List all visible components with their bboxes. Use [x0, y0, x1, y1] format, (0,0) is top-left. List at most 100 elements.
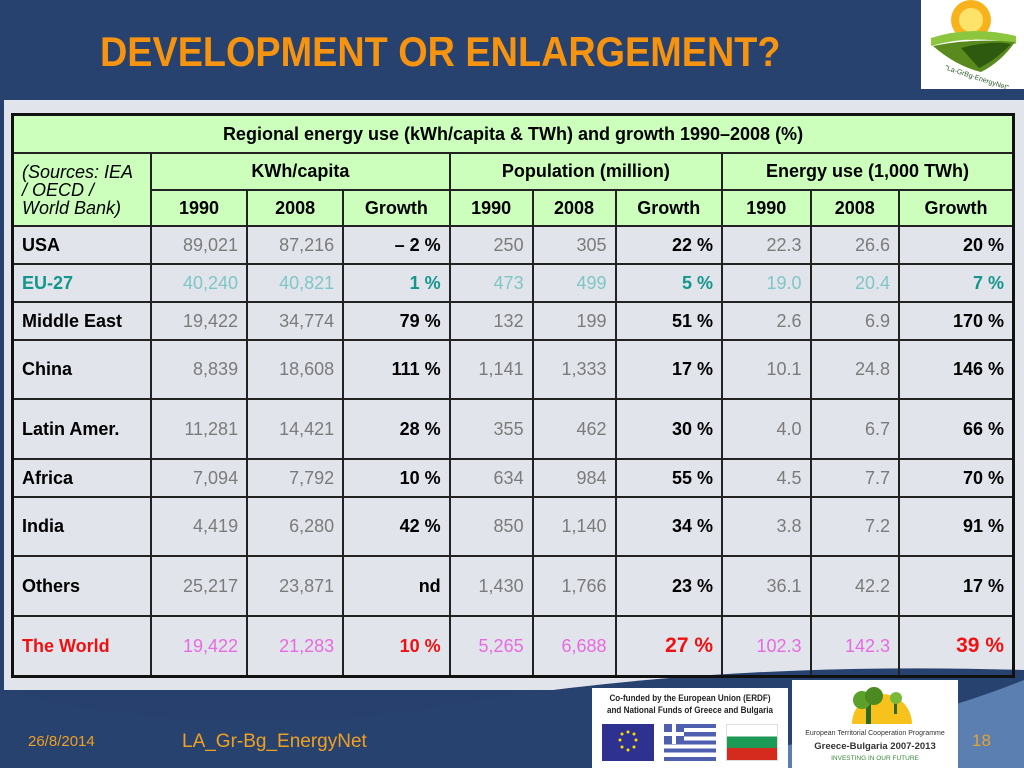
growth-cell: 1 % — [342, 263, 451, 303]
growth-cell: 66 % — [898, 398, 1015, 460]
value-cell: 4.5 — [721, 458, 812, 498]
value-cell: 250 — [448, 225, 534, 265]
value-cell: 26.6 — [809, 225, 901, 265]
energy-table: Regional energy use (kWh/capita & TWh) a… — [11, 113, 1015, 678]
value-cell: 10.1 — [721, 339, 812, 400]
growth-cell: – 2 % — [342, 225, 451, 265]
value-cell: 355 — [448, 398, 534, 460]
table-row: Middle East 19,422 34,774 79 % 132 199 51 % 2.6… — [11, 301, 1015, 341]
growth-cell: 34 % — [614, 496, 724, 557]
energynet-logo: "La-GrBg-EnergyNet" — [921, 0, 1024, 89]
table-caption: Regional energy use (kWh/capita & TWh) a… — [11, 113, 1015, 154]
value-cell: 19.0 — [721, 263, 812, 303]
growth-cell: 79 % — [342, 301, 451, 341]
value-cell: 5,265 — [448, 615, 534, 678]
growth-cell: 23 % — [614, 555, 724, 617]
col-header: Growth — [614, 189, 724, 227]
value-cell: 7,094 — [149, 458, 249, 498]
value-cell: 462 — [531, 398, 617, 460]
value-cell: 634 — [448, 458, 534, 498]
growth-cell: 70 % — [898, 458, 1015, 498]
region-name: China — [11, 339, 152, 400]
value-cell: 6,688 — [531, 615, 617, 678]
greece-bulgaria-programme-logo: European Territorial Cooperation Program… — [792, 680, 958, 768]
growth-cell: 7 % — [898, 263, 1015, 303]
value-cell: 25,217 — [149, 555, 249, 617]
funding-line-1: Co-funded by the European Union (ERDF) — [609, 693, 771, 703]
energynet-logo-icon: "La-GrBg-EnergyNet" — [931, 0, 1016, 89]
col-header: Growth — [898, 189, 1015, 227]
value-cell: 19,422 — [149, 301, 249, 341]
table-row: Others 25,217 23,871 nd 1,430 1,766 23 % 36.1 42… — [11, 555, 1015, 617]
growth-cell: 42 % — [342, 496, 451, 557]
table-row: India 4,419 6,280 42 % 850 1,140 34 % 3.8 7.2 91 … — [11, 496, 1015, 557]
group-header-kwh: KWh/capita — [150, 152, 451, 191]
col-header: 2008 — [531, 189, 617, 227]
growth-cell: 20 % — [898, 225, 1015, 265]
value-cell: 24.8 — [809, 339, 901, 400]
value-cell: 1,140 — [531, 496, 617, 557]
funding-line-2: and National Funds of Greece and Bulgari… — [606, 705, 774, 715]
col-header: 1990 — [448, 189, 534, 227]
bulgaria-flag-icon — [726, 724, 778, 761]
growth-cell: 30 % — [614, 398, 724, 460]
title-band — [0, 0, 1024, 100]
value-cell: 1,141 — [448, 339, 534, 400]
growth-cell: 146 % — [898, 339, 1015, 400]
growth-cell: 111 % — [342, 339, 451, 400]
value-cell: 984 — [531, 458, 617, 498]
growth-cell: 51 % — [614, 301, 724, 341]
value-cell: 22.3 — [721, 225, 812, 265]
value-cell: 19,422 — [149, 615, 249, 678]
eu-flag-icon — [602, 724, 654, 761]
value-cell: 21,283 — [246, 615, 345, 678]
growth-cell: 55 % — [614, 458, 724, 498]
value-cell: 4.0 — [721, 398, 812, 460]
footer-project-name: LA_Gr-Bg_EnergyNet — [182, 731, 367, 752]
growth-cell: 39 % — [898, 615, 1015, 678]
value-cell: 8,839 — [149, 339, 249, 400]
growth-cell: 10 % — [342, 615, 451, 678]
table-row: EU-27 40,240 40,821 1 % 473 499 5 % 19.0 20.4 7 % — [11, 263, 1015, 303]
table-row: USA 89,021 87,216– 2 % 250 305 22 % 22.3 26.6 20… — [11, 225, 1015, 265]
table-row: China 8,839 18,608 111 % 1,141 1,333 17 % 10.1 2… — [11, 339, 1015, 400]
eu-funding-logo: Co-funded by the European Union (ERDF) a… — [592, 688, 788, 768]
group-header-population: Population (million) — [448, 152, 724, 191]
value-cell: 7,792 — [246, 458, 345, 498]
region-name: The World — [11, 615, 152, 678]
tree-sun-icon — [852, 687, 912, 724]
value-cell: 6.9 — [809, 301, 901, 341]
value-cell: 142.3 — [809, 615, 901, 678]
growth-cell: 22 % — [614, 225, 724, 265]
value-cell: 473 — [448, 263, 534, 303]
value-cell: 7.7 — [809, 458, 901, 498]
table-row: Latin Amer. 11,281 14,421 28 % 355 462 30 % 4.0… — [11, 398, 1015, 460]
value-cell: 2.6 — [721, 301, 812, 341]
value-cell: 3.8 — [721, 496, 812, 557]
group-header-energy: Energy use (1,000 TWh) — [721, 152, 1015, 191]
value-cell: 18,608 — [246, 339, 345, 400]
growth-cell: 5 % — [614, 263, 724, 303]
growth-cell: 17 % — [898, 555, 1015, 617]
value-cell: 850 — [448, 496, 534, 557]
region-name: EU-27 — [11, 263, 152, 303]
table-row: Africa 7,094 7,792 10 % 634 984 55 % 4.5 7.7 70 % — [11, 458, 1015, 498]
value-cell: 199 — [531, 301, 617, 341]
value-cell: 1,766 — [531, 555, 617, 617]
page-number: 18 — [972, 731, 991, 750]
value-cell: 6,280 — [246, 496, 345, 557]
sources-note: (Sources: IEA / OECD / World Bank) — [11, 152, 152, 227]
region-name: Africa — [11, 458, 152, 498]
value-cell: 40,240 — [149, 263, 249, 303]
value-cell: 7.2 — [809, 496, 901, 557]
growth-cell: 10 % — [342, 458, 451, 498]
growth-cell: 17 % — [614, 339, 724, 400]
value-cell: 1,333 — [531, 339, 617, 400]
funding-text: Co-funded by the European Union (ERDF) a… — [602, 688, 778, 716]
col-header: Growth — [342, 189, 451, 227]
value-cell: 4,419 — [149, 496, 249, 557]
value-cell: 102.3 — [721, 615, 812, 678]
region-name: India — [11, 496, 152, 557]
region-name: USA — [11, 225, 152, 265]
value-cell: 132 — [448, 301, 534, 341]
